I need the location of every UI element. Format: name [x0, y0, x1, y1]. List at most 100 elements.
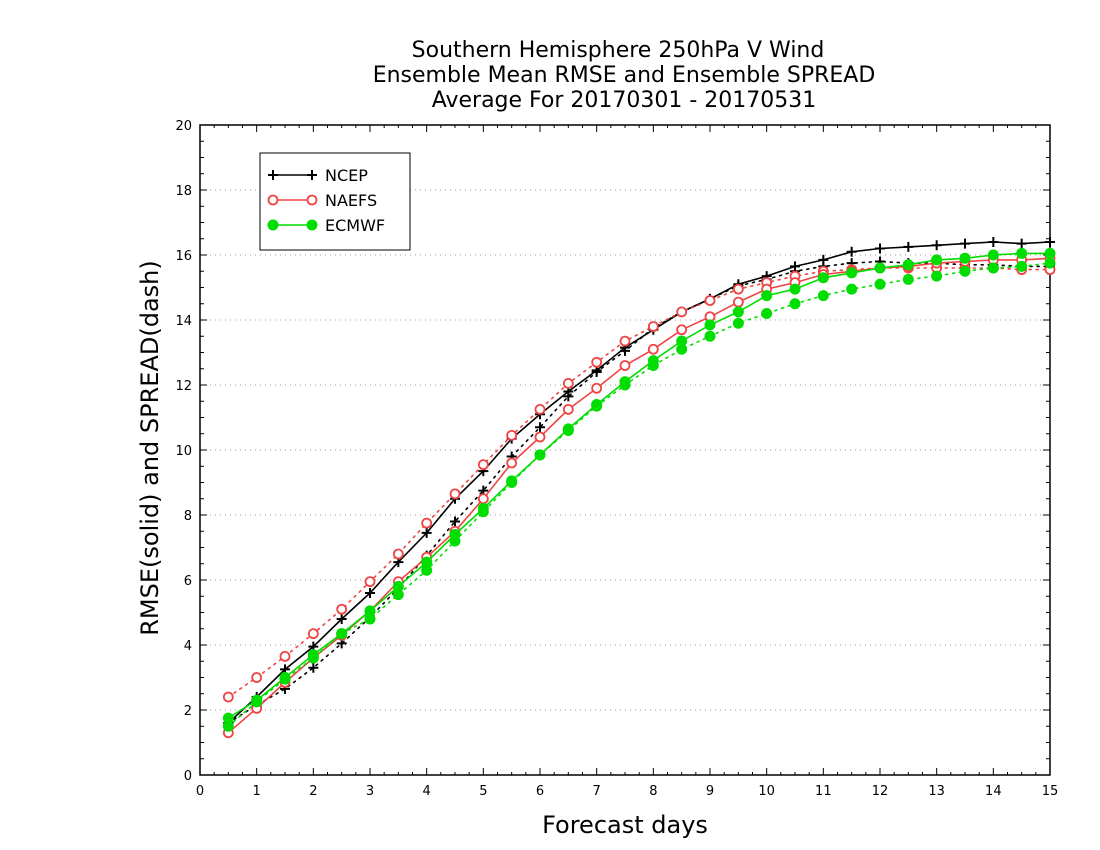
- x-tick-label: 6: [536, 784, 544, 799]
- spread-point-ecmwf: [846, 283, 858, 295]
- legend-marker: [268, 170, 278, 180]
- x-tick-label: 11: [815, 784, 832, 799]
- rmse-point-ecmwf: [534, 449, 546, 461]
- rmse-point-ecmwf: [647, 355, 659, 367]
- x-tick-label: 1: [253, 784, 261, 799]
- legend-label: NCEP: [325, 166, 368, 185]
- rmse-point-ncep: [1045, 237, 1055, 247]
- rmse-point-ecmwf: [704, 319, 716, 331]
- spread-point-naefs: [336, 603, 348, 615]
- rmse-point-naefs: [732, 296, 744, 308]
- y-tick-label: 4: [184, 639, 192, 654]
- chart-title-line-2: Ensemble Mean RMSE and Ensemble SPREAD: [373, 63, 876, 88]
- spread-point-ecmwf: [1016, 260, 1028, 272]
- x-tick-label: 5: [479, 784, 487, 799]
- legend-marker: [306, 194, 318, 206]
- rmse-point-ecmwf: [874, 262, 886, 274]
- series-ecmwf: [222, 247, 1056, 732]
- rmse-point-ncep: [336, 614, 347, 624]
- x-tick-label: 13: [928, 784, 945, 799]
- rmse-point-naefs: [619, 360, 631, 371]
- rmse-point-naefs: [591, 382, 603, 394]
- spread-point-ncep: [535, 422, 545, 433]
- rmse-point-ecmwf: [732, 306, 744, 318]
- series-layer: [222, 237, 1056, 739]
- x-axis-label: Forecast days: [542, 811, 708, 839]
- spread-point-naefs: [279, 650, 291, 662]
- rmse-point-ecmwf: [279, 672, 291, 683]
- spread-point-ncep: [308, 662, 319, 673]
- spread-point-ecmwf: [902, 273, 914, 285]
- spread-point-ecmwf: [789, 298, 801, 310]
- x-tick-label: 12: [872, 784, 889, 799]
- y-tick-label: 18: [175, 184, 192, 199]
- rmse-point-ecmwf: [336, 628, 348, 640]
- rmse-point-ecmwf: [817, 272, 829, 284]
- rmse-point-ecmwf: [591, 399, 603, 410]
- rmse-point-ncep: [818, 254, 829, 265]
- legend: NCEP NAEFS ECMWF: [259, 152, 411, 251]
- x-tick-label: 3: [366, 784, 374, 799]
- rmse-point-ecmwf: [364, 605, 376, 617]
- rmse-point-ncep: [903, 241, 914, 252]
- rmse-point-ecmwf: [676, 335, 688, 347]
- rmse-line-ecmwf: [227, 252, 1050, 719]
- spread-point-naefs: [449, 488, 461, 500]
- spread-point-naefs: [222, 691, 234, 703]
- legend-item-ecmwf: ECMWF: [267, 216, 385, 235]
- spread-point-naefs: [732, 283, 744, 295]
- rmse-point-ncep: [988, 237, 999, 247]
- x-tick-label: 0: [196, 784, 204, 799]
- rmse-point-naefs: [506, 457, 518, 469]
- rmse-point-ncep: [421, 527, 432, 538]
- rmse-point-ecmwf: [987, 249, 999, 261]
- rmse-point-ecmwf: [1016, 247, 1028, 259]
- spread-point-ecmwf: [959, 265, 971, 277]
- rmse-point-ecmwf: [421, 556, 433, 568]
- rmse-point-ecmwf: [562, 423, 574, 435]
- rmse-point-ecmwf: [619, 376, 631, 388]
- spread-point-ecmwf: [874, 278, 886, 290]
- legend-marker: [306, 219, 318, 231]
- rmse-point-ecmwf: [931, 254, 943, 266]
- legend-item-naefs: NAEFS: [267, 191, 377, 210]
- y-tick-label: 8: [184, 509, 192, 524]
- series-ncep: [223, 237, 1055, 728]
- spread-line-ecmwf: [227, 262, 1051, 728]
- rmse-point-ncep: [365, 588, 375, 598]
- spread-point-ncep: [450, 516, 460, 527]
- rmse-point-ecmwf: [392, 581, 404, 592]
- chart-title-line-1: Southern Hemisphere 250hPa V Wind: [412, 38, 825, 63]
- rmse-point-ecmwf: [222, 712, 234, 724]
- rmse-point-ecmwf: [449, 529, 461, 540]
- legend-marker: [267, 219, 279, 231]
- spread-point-ecmwf: [817, 290, 829, 302]
- rmse-point-ecmwf: [959, 252, 971, 264]
- spread-point-naefs: [307, 628, 319, 640]
- spread-point-ecmwf: [761, 308, 773, 319]
- rmse-point-naefs: [562, 403, 574, 415]
- series-naefs: [222, 252, 1056, 739]
- rmse-point-ecmwf: [846, 267, 858, 279]
- spread-point-ecmwf: [704, 330, 716, 342]
- rmse-point-ncep: [931, 240, 942, 251]
- rmse-point-ncep: [1016, 238, 1027, 249]
- y-tick-label: 14: [175, 314, 192, 329]
- spread-point-ecmwf: [732, 317, 744, 329]
- spread-point-naefs: [647, 321, 659, 332]
- spread-point-naefs: [421, 517, 433, 529]
- legend-item-ncep: NCEP: [268, 166, 368, 185]
- rmse-point-naefs: [534, 431, 546, 443]
- spread-point-naefs: [392, 548, 404, 560]
- spread-line-ncep: [227, 260, 1051, 724]
- rmse-point-ecmwf: [477, 503, 489, 514]
- spread-line-naefs: [227, 267, 1051, 698]
- rmse-point-naefs: [676, 324, 688, 336]
- x-tick-label: 8: [649, 784, 657, 799]
- x-tick-label: 9: [706, 784, 714, 799]
- rmse-point-ncep: [846, 246, 857, 257]
- rmse-point-naefs: [647, 343, 659, 355]
- spread-point-ecmwf: [931, 270, 943, 282]
